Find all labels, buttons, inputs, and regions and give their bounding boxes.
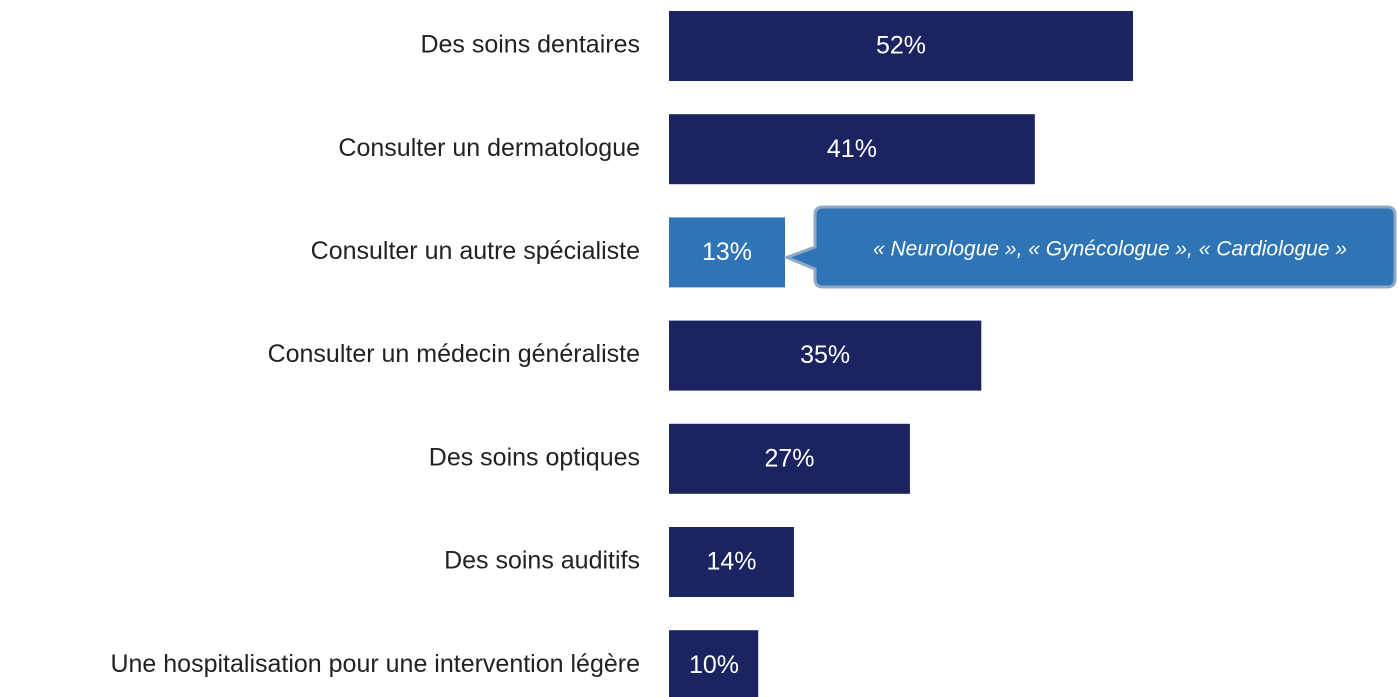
category-label: Des soins dentaires (420, 31, 640, 59)
annotation: « Neurologue », « Gynécologue », « Cardi… (873, 238, 1347, 261)
bar (669, 114, 1035, 185)
value-label: 14% (706, 548, 756, 576)
category-label: Consulter un médecin généraliste (268, 340, 640, 368)
category-label: Des soins auditifs (444, 547, 640, 575)
category-label: Une hospitalisation pour une interventio… (110, 650, 640, 678)
value-label: 41% (827, 135, 877, 163)
bar (669, 423, 910, 494)
bar (669, 527, 794, 597)
category-label: Consulter un autre spécialiste (311, 237, 640, 265)
value-label: 10% (689, 651, 739, 679)
value-label: 27% (764, 444, 814, 472)
category-label: Des soins optiques (429, 443, 640, 471)
value-label: 52% (876, 32, 926, 60)
bar (669, 11, 1133, 81)
bar (669, 320, 982, 391)
bar (669, 217, 785, 288)
bar (669, 630, 759, 697)
value-label: 13% (702, 238, 752, 266)
callout (782, 205, 1397, 289)
category-label: Consulter un dermatologue (338, 134, 640, 162)
value-label: 35% (800, 341, 850, 369)
